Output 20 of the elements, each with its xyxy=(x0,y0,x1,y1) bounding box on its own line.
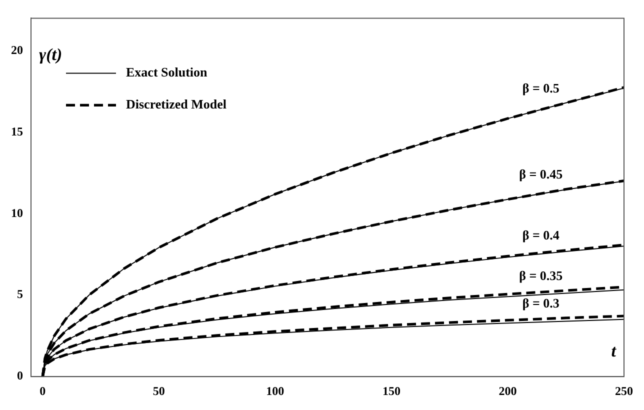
x-tick-label: 0 xyxy=(40,384,46,398)
annotation: β = 0.4 xyxy=(522,228,560,243)
x-tick-label: 50 xyxy=(152,384,165,398)
annotation: β = 0.3 xyxy=(522,295,560,310)
annotation: β = 0.5 xyxy=(522,80,560,96)
annotation: β = 0.35 xyxy=(519,268,564,283)
y-tick-label: 10 xyxy=(11,206,23,220)
y-tick-label: 5 xyxy=(17,287,23,302)
annotation: β = 0.45 xyxy=(519,166,564,182)
y-tick-label: 15 xyxy=(11,124,23,138)
y-tick-label: 0 xyxy=(17,368,23,383)
y-axis-title: γ(t) xyxy=(39,45,62,64)
x-tick-label: 250 xyxy=(615,384,633,398)
x-tick-label: 200 xyxy=(498,384,517,398)
x-tick-label: 100 xyxy=(266,384,284,398)
x-tick-label: 150 xyxy=(382,384,400,398)
y-tick-label: 20 xyxy=(11,42,23,57)
legend-label: Discretized Model xyxy=(126,96,227,112)
x-axis-title: t xyxy=(611,341,618,360)
legend-label: Exact Solution xyxy=(126,64,208,80)
